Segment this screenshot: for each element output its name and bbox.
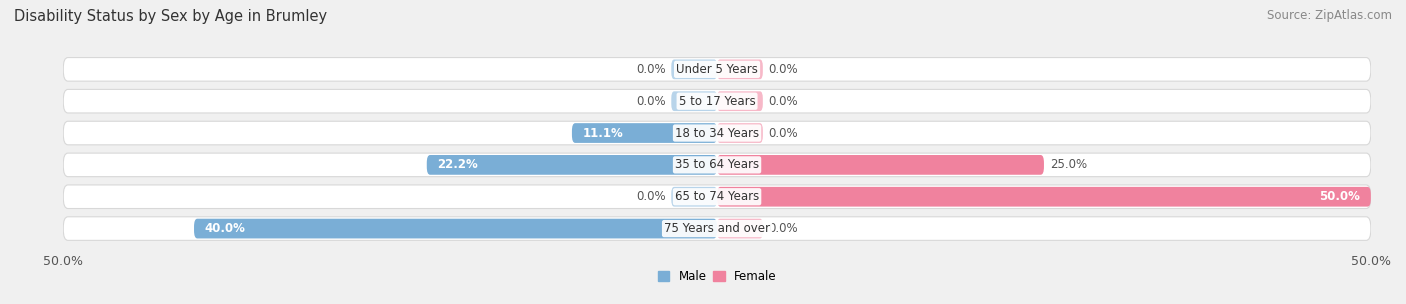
Text: 0.0%: 0.0% bbox=[637, 95, 666, 108]
Text: 65 to 74 Years: 65 to 74 Years bbox=[675, 190, 759, 203]
FancyBboxPatch shape bbox=[717, 123, 763, 143]
Text: 22.2%: 22.2% bbox=[437, 158, 478, 171]
Text: 18 to 34 Years: 18 to 34 Years bbox=[675, 126, 759, 140]
FancyBboxPatch shape bbox=[194, 219, 717, 238]
Text: 40.0%: 40.0% bbox=[204, 222, 246, 235]
Text: 0.0%: 0.0% bbox=[768, 95, 797, 108]
FancyBboxPatch shape bbox=[717, 187, 1371, 207]
FancyBboxPatch shape bbox=[671, 187, 717, 207]
Text: 0.0%: 0.0% bbox=[637, 190, 666, 203]
FancyBboxPatch shape bbox=[717, 91, 763, 111]
Text: 25.0%: 25.0% bbox=[1050, 158, 1088, 171]
Text: Source: ZipAtlas.com: Source: ZipAtlas.com bbox=[1267, 9, 1392, 22]
FancyBboxPatch shape bbox=[671, 60, 717, 79]
Text: 11.1%: 11.1% bbox=[582, 126, 623, 140]
FancyBboxPatch shape bbox=[717, 219, 763, 238]
FancyBboxPatch shape bbox=[63, 121, 1371, 145]
Text: 0.0%: 0.0% bbox=[637, 63, 666, 76]
FancyBboxPatch shape bbox=[671, 91, 717, 111]
FancyBboxPatch shape bbox=[63, 57, 1371, 81]
Text: 5 to 17 Years: 5 to 17 Years bbox=[679, 95, 755, 108]
Text: 35 to 64 Years: 35 to 64 Years bbox=[675, 158, 759, 171]
FancyBboxPatch shape bbox=[63, 153, 1371, 177]
Text: Under 5 Years: Under 5 Years bbox=[676, 63, 758, 76]
FancyBboxPatch shape bbox=[63, 217, 1371, 240]
Text: 75 Years and over: 75 Years and over bbox=[664, 222, 770, 235]
Text: 0.0%: 0.0% bbox=[768, 222, 797, 235]
Text: 0.0%: 0.0% bbox=[768, 63, 797, 76]
Text: 0.0%: 0.0% bbox=[768, 126, 797, 140]
Text: 50.0%: 50.0% bbox=[1319, 190, 1361, 203]
FancyBboxPatch shape bbox=[63, 185, 1371, 209]
FancyBboxPatch shape bbox=[717, 60, 763, 79]
FancyBboxPatch shape bbox=[717, 155, 1043, 175]
Text: Disability Status by Sex by Age in Brumley: Disability Status by Sex by Age in Bruml… bbox=[14, 9, 328, 24]
FancyBboxPatch shape bbox=[63, 89, 1371, 113]
FancyBboxPatch shape bbox=[572, 123, 717, 143]
Legend: Male, Female: Male, Female bbox=[652, 265, 782, 288]
FancyBboxPatch shape bbox=[427, 155, 717, 175]
